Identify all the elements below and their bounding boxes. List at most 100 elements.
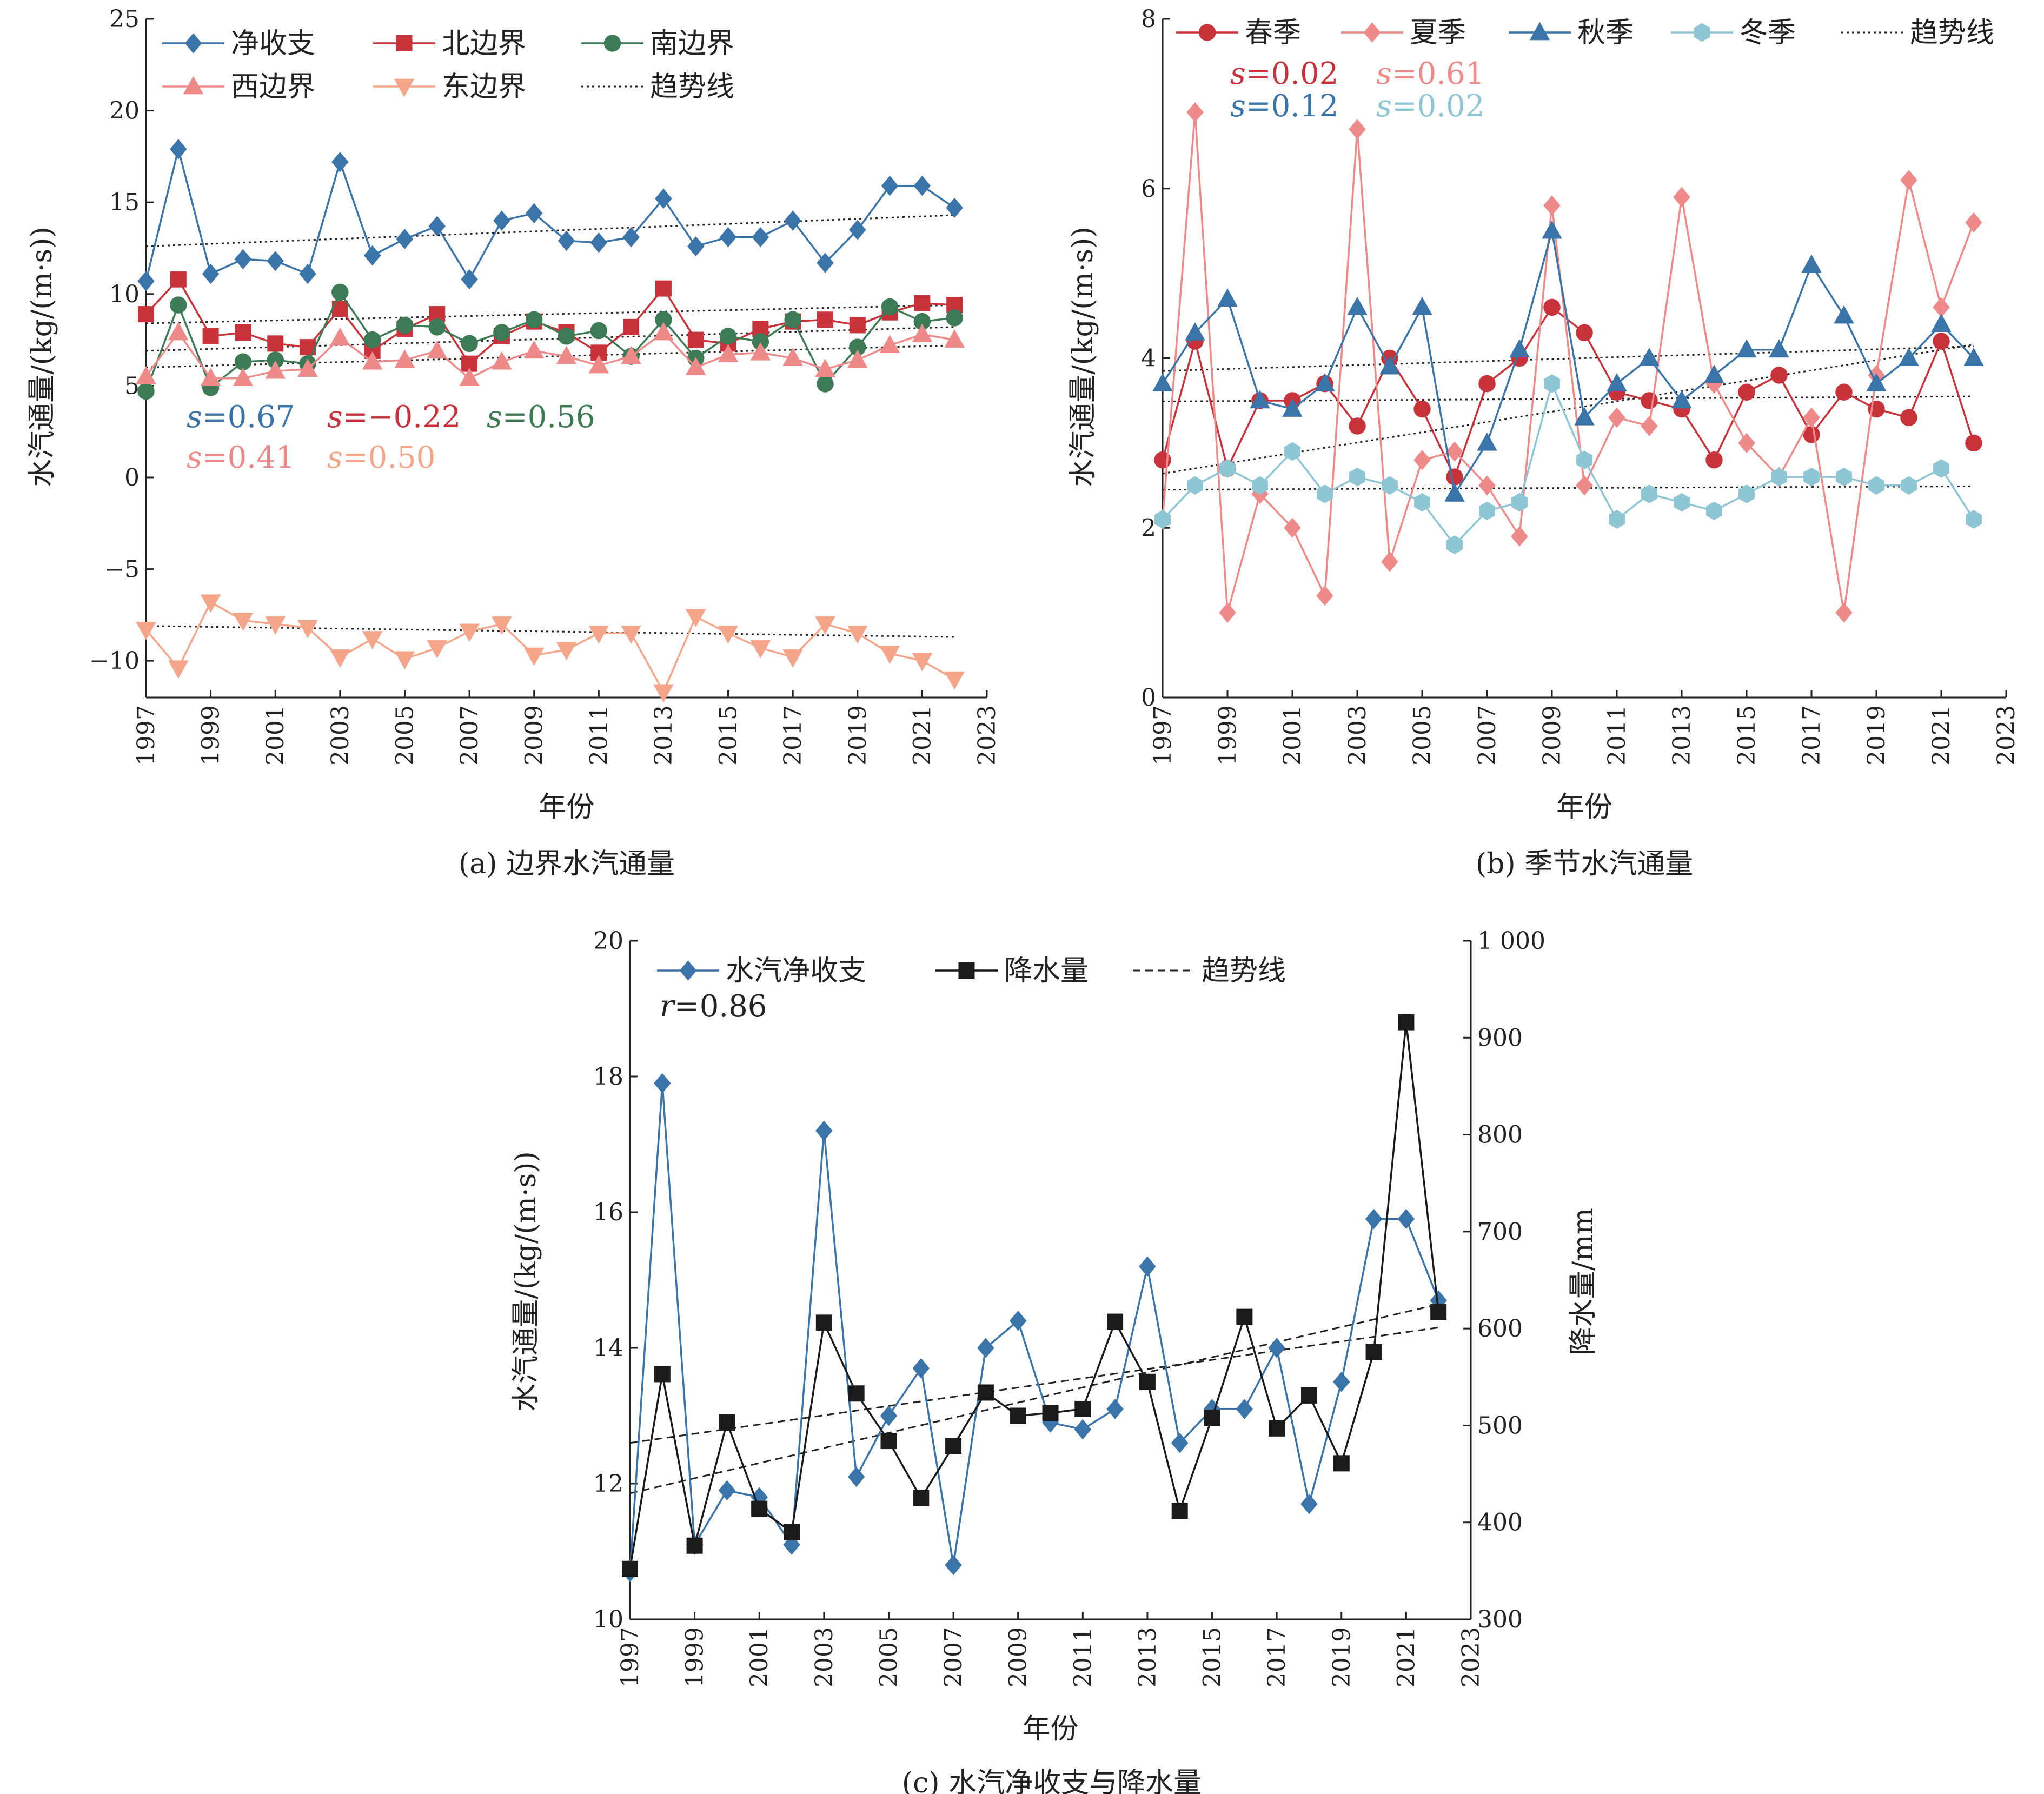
data-point (1770, 367, 1788, 384)
data-point (944, 329, 965, 348)
data-point (1236, 1308, 1253, 1325)
data-point (1042, 1405, 1059, 1421)
x-axis-label: 年份 (1556, 791, 1612, 823)
legend-label: 东边界 (442, 71, 526, 103)
x-tick-label: 1999 (197, 705, 225, 766)
series-line (145, 601, 955, 694)
data-point (1187, 476, 1203, 495)
data-point (1333, 1372, 1350, 1392)
data-point (782, 649, 803, 668)
data-point (881, 298, 899, 316)
data-point (1317, 484, 1333, 503)
data-point (297, 358, 318, 377)
legend-label: 冬季 (1740, 17, 1796, 49)
x-tick-label: 2011 (1603, 705, 1631, 766)
data-point (654, 1366, 671, 1383)
data-point (1671, 390, 1692, 409)
data-point (1576, 475, 1593, 496)
y-tick-label: 0 (1141, 684, 1156, 712)
data-point (687, 236, 705, 257)
y-tick-label: 10 (593, 1606, 623, 1633)
y-right-tick-label: 400 (1477, 1509, 1523, 1537)
data-point (168, 660, 189, 679)
data-point (815, 1120, 833, 1141)
data-point (1509, 339, 1530, 358)
data-point (1899, 348, 1919, 366)
legend-label: 水汽净收支 (726, 955, 866, 987)
data-point (685, 609, 706, 628)
data-point (556, 345, 577, 364)
data-point (1868, 476, 1884, 495)
data-point (1186, 102, 1204, 123)
data-point (879, 646, 900, 665)
x-tick-label: 2015 (715, 705, 742, 766)
data-point (523, 340, 545, 359)
series-line (629, 1083, 1439, 1572)
legend-marker (679, 960, 697, 981)
y-tick-label: 10 (109, 281, 140, 308)
legend-label: 趋势线 (650, 71, 734, 103)
legend-label: 北边界 (442, 28, 526, 60)
series-line (1162, 112, 1975, 613)
data-point (718, 626, 739, 644)
data-point (687, 331, 704, 348)
stat-annotation: s=0.02 (1230, 56, 1338, 91)
stat-annotation: s=0.50 (327, 440, 435, 475)
data-point (493, 210, 510, 231)
data-point (1300, 1387, 1317, 1404)
trend-line (1162, 485, 1974, 491)
y-tick-label: −5 (104, 556, 140, 583)
data-point (881, 175, 899, 196)
data-point (1574, 407, 1595, 426)
x-tick-label: 2009 (1538, 705, 1566, 766)
data-point (1900, 170, 1917, 190)
data-point (1139, 1256, 1156, 1277)
trend-line (629, 1326, 1439, 1444)
x-tick-label: 2019 (844, 705, 872, 766)
y-tick-label: 4 (1141, 345, 1156, 373)
data-point (1478, 375, 1496, 393)
data-point (1414, 493, 1430, 512)
x-tick-label: 1997 (1149, 705, 1177, 766)
data-point (1736, 339, 1757, 358)
data-point (782, 348, 803, 366)
x-tick-label: 2021 (908, 705, 936, 766)
data-point (1478, 475, 1496, 496)
legend-label: 趋势线 (1202, 955, 1286, 987)
data-point (428, 216, 446, 237)
data-point (879, 335, 900, 354)
x-tick-label: 2013 (1668, 705, 1696, 766)
data-point (880, 1405, 898, 1426)
x-tick-label: 2021 (1392, 1627, 1420, 1687)
data-point (1803, 467, 1820, 487)
x-tick-label: 2007 (1474, 705, 1501, 766)
data-point (977, 1338, 994, 1358)
trend-line (1162, 345, 1974, 372)
x-tick-label: 2017 (779, 705, 807, 766)
x-tick-label: 2021 (1928, 705, 1955, 766)
x-axis-label: 年份 (1022, 1713, 1078, 1745)
data-point (363, 245, 381, 266)
data-point (1217, 288, 1238, 307)
data-point (1269, 1420, 1285, 1437)
data-point (234, 249, 252, 270)
data-point (1139, 1373, 1156, 1390)
data-point (200, 368, 221, 387)
data-point (1185, 322, 1205, 341)
data-point (558, 230, 575, 251)
legend-label: 趋势线 (1910, 17, 1994, 49)
stat-annotation: s=0.67 (187, 400, 295, 435)
y-tick-label: 12 (593, 1470, 623, 1498)
data-point (945, 1554, 962, 1576)
data-point (1834, 305, 1854, 324)
data-point (170, 271, 187, 288)
data-point (1607, 373, 1627, 391)
data-point (1479, 501, 1495, 521)
data-point (880, 1433, 897, 1450)
series-line (1162, 230, 1975, 497)
data-point (1673, 187, 1690, 208)
data-point (1379, 356, 1400, 375)
data-point (299, 263, 316, 284)
data-point (1511, 526, 1528, 547)
